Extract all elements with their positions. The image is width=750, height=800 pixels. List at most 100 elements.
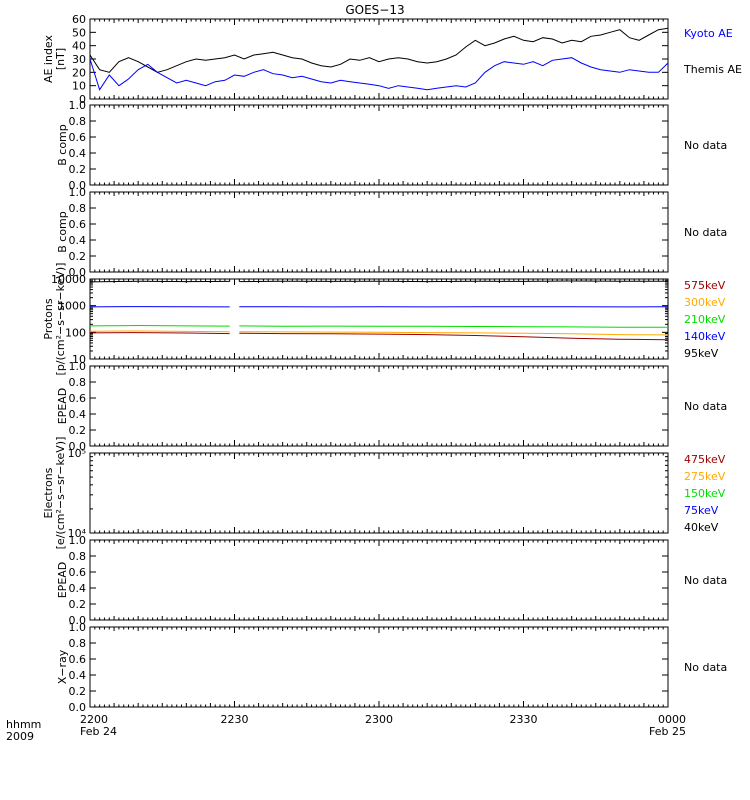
y-tick-label: 0.8	[69, 202, 87, 215]
y-axis-label: [nT]	[54, 48, 67, 70]
y-tick-label: 10	[72, 80, 86, 93]
panel-b1: 0.0 0.2 0.4 0.6 0.8 1.0B comp No data	[56, 99, 727, 192]
legend-entry: 95keV	[684, 347, 719, 360]
time-axis-label-year: 2009	[6, 730, 34, 743]
no-data-label: No data	[684, 226, 727, 239]
panel-b2: 0.0 0.2 0.4 0.6 0.8 1.0B comp No data	[56, 186, 727, 279]
no-data-label: No data	[684, 139, 727, 152]
legend-entry: 300keV	[684, 296, 726, 309]
y-tick-label: 0.6	[69, 392, 87, 405]
panel-frame	[89, 539, 669, 621]
legend-entry: Kyoto AE	[684, 27, 733, 40]
panel-electrons: 10⁴ 10⁵ Electrons [e/(cm²−s−sr−keV)] 475keV 2…	[42, 437, 726, 550]
y-tick-label: 60	[72, 13, 86, 26]
y-tick-label: 40	[72, 40, 86, 53]
legend-entry: 140keV	[684, 330, 726, 343]
y-tick-label: 0.8	[69, 637, 87, 650]
series-575kev	[239, 332, 668, 341]
y-tick-label: 1.0	[69, 534, 87, 547]
y-tick-label: 1000	[58, 300, 86, 313]
panel-frame	[89, 626, 669, 708]
x-tick-label: 2230	[221, 713, 249, 726]
series-210kev	[90, 324, 230, 327]
panel-frame	[89, 191, 669, 273]
x-tick-label: 0000	[658, 713, 686, 726]
y-tick-label: 0.4	[69, 147, 87, 160]
legend-entry: 75keV	[684, 504, 719, 517]
y-tick-label: 0.4	[69, 408, 87, 421]
legend-entry: Themis AE	[683, 63, 742, 76]
legend-entry: 575keV	[684, 279, 726, 292]
series-300kev	[239, 331, 668, 336]
no-data-label: No data	[684, 400, 727, 413]
y-tick-label: 0.4	[69, 234, 87, 247]
y-axis-label: B comp	[56, 211, 69, 253]
y-axis-label: Protons	[42, 298, 55, 339]
legend-entry: 150keV	[684, 487, 726, 500]
x-tick-label: 2300	[365, 713, 393, 726]
y-axis-label: [e/(cm²−s−sr−keV)]	[54, 437, 67, 550]
y-tick-label: 0.4	[69, 669, 87, 682]
time-axis-label-hhmm: hhmm	[6, 718, 41, 731]
y-tick-label: 0.8	[69, 376, 87, 389]
y-tick-label: 0.2	[69, 424, 87, 437]
y-axis-label: EPEAD	[56, 388, 69, 425]
y-tick-label: 1.0	[69, 99, 87, 112]
y-tick-label: 100	[65, 326, 86, 339]
legend-entry: 40keV	[684, 521, 719, 534]
y-tick-label: 50	[72, 26, 86, 39]
y-tick-label: 30	[72, 53, 86, 66]
y-tick-label: 0.2	[69, 163, 87, 176]
y-tick-label: 0.6	[69, 653, 87, 666]
panel-epead1: 0.0 0.2 0.4 0.6 0.8 1.0 EPEAD No data	[56, 360, 727, 453]
panel-protons: 10 100 1000 10000 Protons [p/(cm²−s−sr−keV)] 5…	[42, 263, 726, 376]
y-axis-label: EPEAD	[56, 562, 69, 599]
y-tick-label: 10⁵	[68, 447, 86, 460]
no-data-label: No data	[684, 574, 727, 587]
y-tick-label: 0.8	[69, 550, 87, 563]
x-tick-label: 2330	[510, 713, 538, 726]
y-tick-label: 0.2	[69, 598, 87, 611]
series-themis-ae	[90, 27, 668, 73]
y-tick-label: 0.0	[69, 440, 87, 453]
y-tick-label: 1.0	[69, 360, 87, 373]
legend-entry: 210keV	[684, 313, 726, 326]
y-tick-label: 0.6	[69, 566, 87, 579]
x-tick-label: 2200	[80, 713, 108, 726]
series-95kev	[90, 280, 230, 283]
panel-frame	[89, 18, 669, 100]
no-data-label: No data	[684, 661, 727, 674]
panel-frame	[89, 452, 669, 534]
series-575kev	[90, 332, 230, 335]
y-tick-label: 10	[72, 353, 86, 366]
y-tick-label: 0.0	[69, 266, 87, 279]
y-tick-label: 0.6	[69, 218, 87, 231]
panel-epead2: 0.0 0.2 0.4 0.6 0.8 1.0 EPEAD No data	[56, 534, 727, 627]
legend-entry: 275keV	[684, 470, 726, 483]
y-tick-label: 0.2	[69, 685, 87, 698]
y-tick-label: 10000	[51, 273, 86, 286]
x-tick-sublabel: Feb 25	[649, 725, 686, 738]
y-axis-label: [p/(cm²−s−sr−keV)]	[54, 263, 67, 376]
y-tick-label: 0.8	[69, 115, 87, 128]
legend-entry: 475keV	[684, 453, 726, 466]
y-tick-label: 1.0	[69, 186, 87, 199]
panel-frame	[89, 365, 669, 447]
y-tick-label: 10⁴	[68, 527, 87, 540]
time-axis: hhmm 2009	[6, 718, 41, 743]
y-tick-label: 0.0	[69, 614, 87, 627]
y-tick-label: 20	[72, 66, 86, 79]
series-300kev	[90, 330, 230, 333]
y-tick-label: 0	[79, 93, 86, 106]
series-95kev	[239, 280, 668, 283]
y-axis-label: B comp	[56, 124, 69, 166]
y-axis-label: X−ray	[56, 649, 69, 684]
panel-frame	[89, 104, 669, 186]
y-tick-label: 0.0	[69, 701, 87, 714]
y-tick-label: 0.2	[69, 250, 87, 263]
figure-title: GOES−13	[345, 3, 404, 17]
y-tick-label: 0.0	[69, 179, 87, 192]
